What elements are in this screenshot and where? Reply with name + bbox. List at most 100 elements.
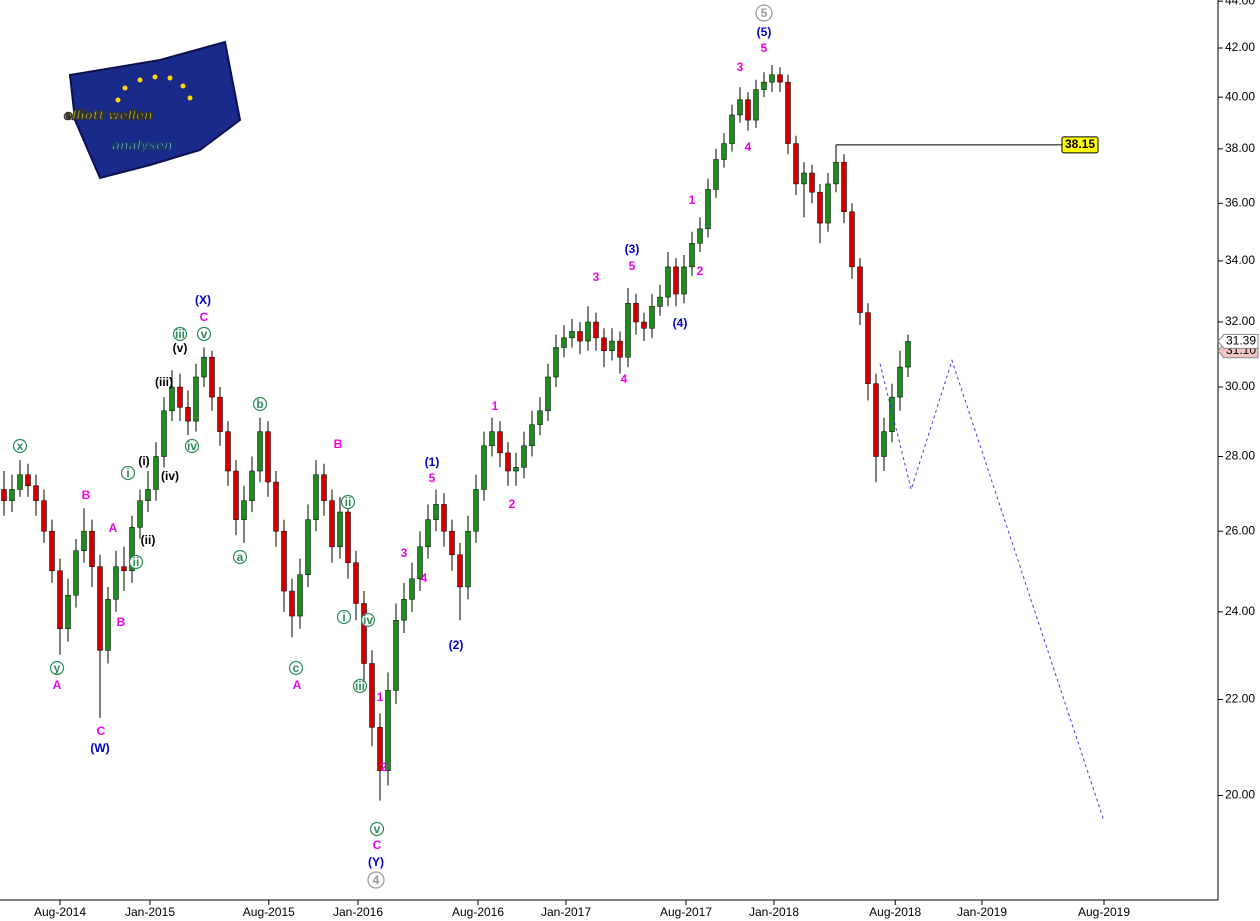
candle-body bbox=[185, 407, 191, 422]
candle-body bbox=[25, 474, 31, 486]
candle-body bbox=[257, 431, 263, 472]
candle-body bbox=[497, 431, 503, 454]
candle-body bbox=[889, 396, 895, 432]
x-tick-label: Aug-2014 bbox=[34, 905, 86, 919]
candle-body bbox=[665, 266, 671, 298]
wave-label: 5 bbox=[761, 41, 768, 55]
x-tick-label: Aug-2019 bbox=[1078, 905, 1130, 919]
wave-label: (ii) bbox=[141, 533, 156, 547]
candle-body bbox=[865, 312, 871, 384]
candle-body bbox=[553, 347, 559, 378]
candle-body bbox=[489, 431, 495, 447]
candle-body bbox=[353, 562, 359, 604]
candle-body bbox=[113, 566, 119, 600]
y-tick-label: 20.00 bbox=[1225, 788, 1255, 802]
x-tick-label: Aug-2017 bbox=[660, 905, 712, 919]
y-tick-label: 28.00 bbox=[1225, 449, 1255, 463]
candle-body bbox=[73, 550, 79, 596]
wave-label: (v) bbox=[173, 341, 188, 355]
x-tick-label: Jan-2016 bbox=[333, 905, 383, 919]
candle-body bbox=[441, 504, 447, 532]
candle-body bbox=[609, 340, 615, 351]
wave-label: 4 bbox=[421, 571, 428, 585]
wave-label: C bbox=[373, 838, 382, 852]
candle-body bbox=[137, 500, 143, 528]
wave-label: 1 bbox=[689, 193, 696, 207]
candle-body bbox=[297, 574, 303, 617]
wave-label: x bbox=[17, 439, 24, 453]
wave-label: 2 bbox=[697, 264, 704, 278]
annotation-circle bbox=[49, 660, 65, 676]
annotation-circle bbox=[367, 871, 385, 889]
wave-label: 3 bbox=[737, 60, 744, 74]
x-tick-label: Jan-2015 bbox=[125, 905, 175, 919]
candle-body bbox=[681, 266, 687, 295]
candle-body bbox=[689, 243, 695, 268]
candle-body bbox=[561, 337, 567, 348]
y-tick-label: 22.00 bbox=[1225, 692, 1255, 706]
candle-body bbox=[241, 500, 247, 520]
annotation-circle bbox=[369, 821, 385, 837]
wave-label: a bbox=[237, 550, 244, 564]
wave-label: A bbox=[109, 521, 118, 535]
wave-label: (1) bbox=[425, 455, 440, 469]
y-tick-label: 40.00 bbox=[1225, 89, 1255, 103]
logo: elliott wellen analysen bbox=[63, 40, 242, 180]
wave-label: B bbox=[82, 488, 91, 502]
annotation-circle bbox=[196, 326, 212, 342]
candle-body bbox=[289, 590, 295, 617]
candle-body bbox=[481, 445, 487, 490]
wave-label: (2) bbox=[449, 638, 464, 652]
wave-label: (iii) bbox=[155, 375, 173, 389]
candle-body bbox=[153, 456, 159, 490]
candle-body bbox=[65, 594, 71, 630]
candle-body bbox=[281, 530, 287, 592]
wave-label: i bbox=[126, 466, 129, 480]
wave-label: 1 bbox=[377, 690, 384, 704]
wave-label: (4) bbox=[673, 316, 688, 330]
y-tick-label: 38.00 bbox=[1225, 141, 1255, 155]
candle-body bbox=[33, 485, 39, 501]
candle-body bbox=[593, 321, 599, 339]
wave-label: 1 bbox=[492, 399, 499, 413]
candle-body bbox=[641, 321, 647, 329]
candle-body bbox=[673, 266, 679, 295]
wave-label: b bbox=[256, 397, 263, 411]
wave-label: 5 bbox=[429, 471, 436, 485]
candle-body bbox=[401, 599, 407, 621]
wave-label: C bbox=[200, 310, 209, 324]
candle-body bbox=[753, 89, 759, 121]
candle-body bbox=[321, 474, 327, 501]
candle-body bbox=[337, 511, 343, 548]
x-tick-label: Aug-2015 bbox=[243, 905, 295, 919]
candle-body bbox=[585, 321, 591, 342]
x-tick-label: Aug-2018 bbox=[869, 905, 921, 919]
candle-body bbox=[449, 530, 455, 555]
candle-body bbox=[809, 172, 815, 193]
annotation-circle bbox=[288, 660, 304, 676]
annotation-circle bbox=[172, 326, 188, 342]
candle-body bbox=[265, 431, 271, 483]
candle-body bbox=[857, 266, 863, 313]
wave-label: B bbox=[117, 615, 126, 629]
candle-body bbox=[817, 191, 823, 224]
candle-body bbox=[569, 331, 575, 339]
y-tick-label: 30.00 bbox=[1225, 379, 1255, 393]
wave-label: (Y) bbox=[368, 855, 384, 869]
candle-body bbox=[513, 467, 519, 472]
wave-label: c bbox=[293, 661, 300, 675]
candle-body bbox=[841, 161, 847, 213]
candle-body bbox=[713, 159, 719, 190]
wave-label: 5 bbox=[761, 6, 768, 20]
candle-body bbox=[97, 566, 103, 651]
candle-body bbox=[1, 489, 7, 501]
wave-label: 4 bbox=[373, 873, 380, 887]
wave-label: ii bbox=[345, 495, 352, 509]
candle-body bbox=[9, 489, 15, 501]
candle-body bbox=[465, 530, 471, 588]
candle-body bbox=[577, 331, 583, 342]
candle-body bbox=[169, 386, 175, 412]
x-tick-label: Jan-2017 bbox=[541, 905, 591, 919]
